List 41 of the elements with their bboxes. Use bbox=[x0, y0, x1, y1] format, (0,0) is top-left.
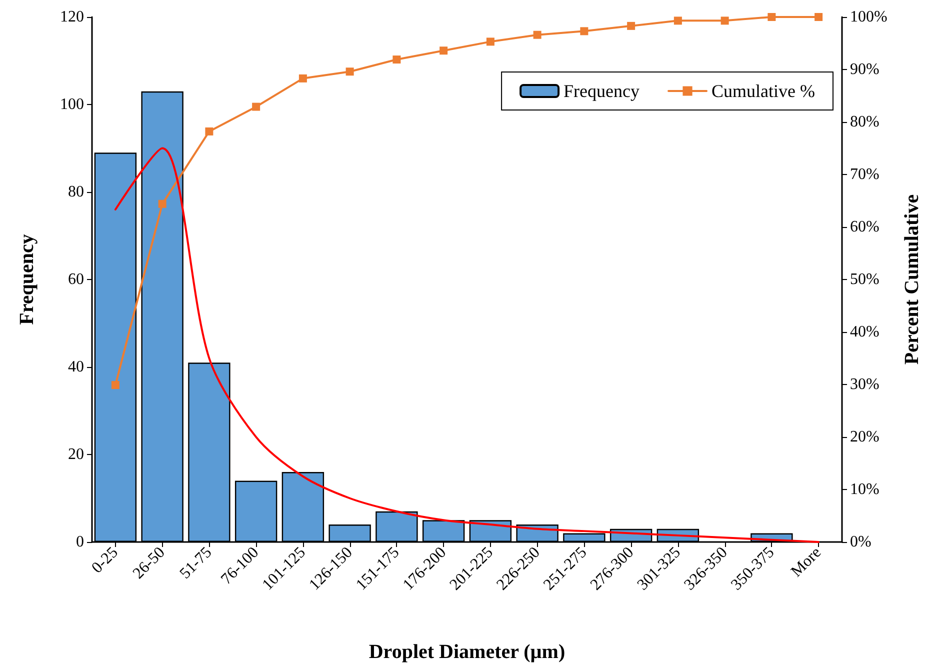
y2-tick-label: 30% bbox=[850, 376, 880, 393]
y2-tick-label: 50% bbox=[850, 271, 880, 288]
y2-tick-label: 100% bbox=[850, 8, 888, 26]
y2-axis-title: Percent Cumulative bbox=[901, 194, 923, 365]
legend-label: Frequency bbox=[564, 81, 640, 101]
y2-tick-label: 90% bbox=[850, 61, 880, 78]
y2-tick-label: 0% bbox=[850, 534, 872, 550]
point bbox=[486, 38, 494, 46]
point bbox=[205, 127, 214, 136]
y2-tick-label: 20% bbox=[850, 428, 880, 446]
y2-tick-label: 40% bbox=[850, 324, 880, 340]
y-tick-label: 20 bbox=[68, 446, 84, 463]
point bbox=[814, 13, 823, 21]
y2-tick-label: 60% bbox=[850, 218, 880, 236]
line-series bbox=[114, 147, 820, 543]
y2-tick-label: 10% bbox=[850, 481, 880, 498]
y2-tick-label: 80% bbox=[850, 114, 880, 130]
y2-tick-label: 70% bbox=[850, 166, 880, 183]
y-tick-label: 80 bbox=[68, 184, 84, 200]
point bbox=[252, 102, 260, 111]
point bbox=[674, 16, 682, 25]
point bbox=[533, 30, 542, 39]
point bbox=[392, 56, 401, 64]
x-axis-title: Droplet Diameter (µm) bbox=[368, 641, 566, 663]
point bbox=[720, 16, 729, 25]
y-axis-title: Frequency bbox=[16, 234, 38, 325]
y-tick-label: 0 bbox=[76, 534, 84, 550]
point bbox=[298, 74, 307, 82]
y-tick-label: 120 bbox=[60, 8, 84, 26]
y-tick-label: 40 bbox=[68, 358, 84, 376]
point bbox=[440, 46, 448, 55]
point bbox=[158, 200, 166, 208]
point bbox=[627, 22, 636, 30]
point bbox=[346, 68, 354, 76]
y-tick-label: 100 bbox=[60, 96, 84, 113]
point bbox=[768, 13, 776, 21]
legend-label: Cumulative % bbox=[712, 81, 816, 101]
point bbox=[580, 27, 588, 36]
x-tick-label: 0-25 bbox=[88, 544, 122, 577]
y-tick-label: 60 bbox=[68, 271, 84, 288]
point bbox=[111, 381, 120, 390]
